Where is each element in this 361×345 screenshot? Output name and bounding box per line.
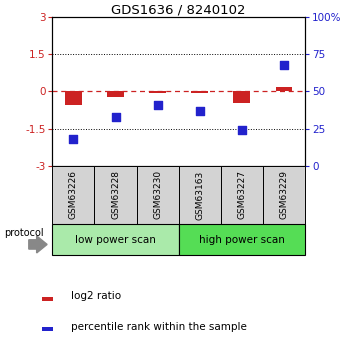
Bar — [136, 166, 179, 224]
Point — [70, 136, 76, 142]
Point — [239, 127, 245, 133]
Text: GSM63226: GSM63226 — [69, 170, 78, 219]
FancyArrow shape — [29, 236, 47, 253]
Bar — [42, 297, 53, 301]
Bar — [95, 166, 136, 224]
Bar — [263, 166, 305, 224]
Bar — [42, 327, 53, 331]
Bar — [52, 224, 179, 255]
Text: GSM63229: GSM63229 — [279, 170, 288, 219]
Point — [197, 108, 203, 114]
Bar — [149, 91, 166, 93]
Text: GSM63230: GSM63230 — [153, 170, 162, 219]
Text: protocol: protocol — [4, 228, 44, 238]
Text: log2 ratio: log2 ratio — [71, 292, 121, 302]
Text: GSM63228: GSM63228 — [111, 170, 120, 219]
Bar — [65, 91, 82, 105]
Text: low power scan: low power scan — [75, 235, 156, 245]
Text: GSM63163: GSM63163 — [195, 170, 204, 219]
Bar — [107, 91, 124, 97]
Bar — [191, 91, 208, 93]
Bar — [221, 166, 263, 224]
Bar — [179, 166, 221, 224]
Text: high power scan: high power scan — [199, 235, 285, 245]
Text: percentile rank within the sample: percentile rank within the sample — [71, 322, 247, 332]
Bar — [234, 91, 250, 102]
Point — [281, 62, 287, 68]
Bar — [275, 87, 292, 91]
Bar — [52, 166, 95, 224]
Point — [155, 102, 161, 108]
Text: GSM63227: GSM63227 — [238, 170, 246, 219]
Title: GDS1636 / 8240102: GDS1636 / 8240102 — [112, 3, 246, 16]
Point — [113, 114, 118, 119]
Bar — [179, 224, 305, 255]
